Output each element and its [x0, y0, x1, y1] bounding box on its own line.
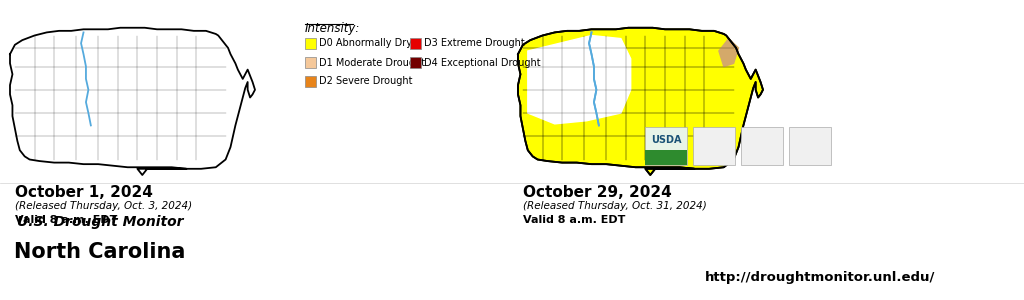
- Text: D1 Moderate Drought: D1 Moderate Drought: [319, 58, 425, 68]
- Bar: [645, 150, 687, 165]
- Bar: [305, 57, 316, 68]
- Text: D2 Severe Drought: D2 Severe Drought: [319, 76, 413, 86]
- Text: USDA: USDA: [650, 135, 681, 145]
- Text: Valid 8 a.m. EDT: Valid 8 a.m. EDT: [15, 215, 118, 225]
- Polygon shape: [518, 28, 763, 175]
- Bar: [645, 127, 687, 165]
- Text: U.S. Drought Monitor: U.S. Drought Monitor: [16, 215, 183, 229]
- Bar: [305, 76, 316, 87]
- Bar: [693, 127, 735, 165]
- Text: North Carolina: North Carolina: [14, 242, 185, 262]
- Text: D4 Exceptional Drought: D4 Exceptional Drought: [424, 58, 541, 68]
- Bar: [790, 127, 831, 165]
- Text: D0 Abnormally Dry: D0 Abnormally Dry: [319, 38, 412, 49]
- Bar: [305, 38, 316, 49]
- Text: Valid 8 a.m. EDT: Valid 8 a.m. EDT: [523, 215, 626, 225]
- Text: D3 Extreme Drought: D3 Extreme Drought: [424, 38, 524, 49]
- Polygon shape: [10, 28, 255, 175]
- Text: October 29, 2024: October 29, 2024: [523, 185, 672, 200]
- Text: http://droughtmonitor.unl.edu/: http://droughtmonitor.unl.edu/: [705, 272, 935, 284]
- Bar: [410, 57, 421, 68]
- Polygon shape: [527, 35, 631, 124]
- Polygon shape: [719, 39, 738, 67]
- Bar: [410, 38, 421, 49]
- Text: October 1, 2024: October 1, 2024: [15, 185, 153, 200]
- Text: Intensity:: Intensity:: [305, 22, 360, 35]
- Text: (Released Thursday, Oct. 3, 2024): (Released Thursday, Oct. 3, 2024): [15, 201, 193, 211]
- Text: (Released Thursday, Oct. 31, 2024): (Released Thursday, Oct. 31, 2024): [523, 201, 707, 211]
- Bar: [741, 127, 783, 165]
